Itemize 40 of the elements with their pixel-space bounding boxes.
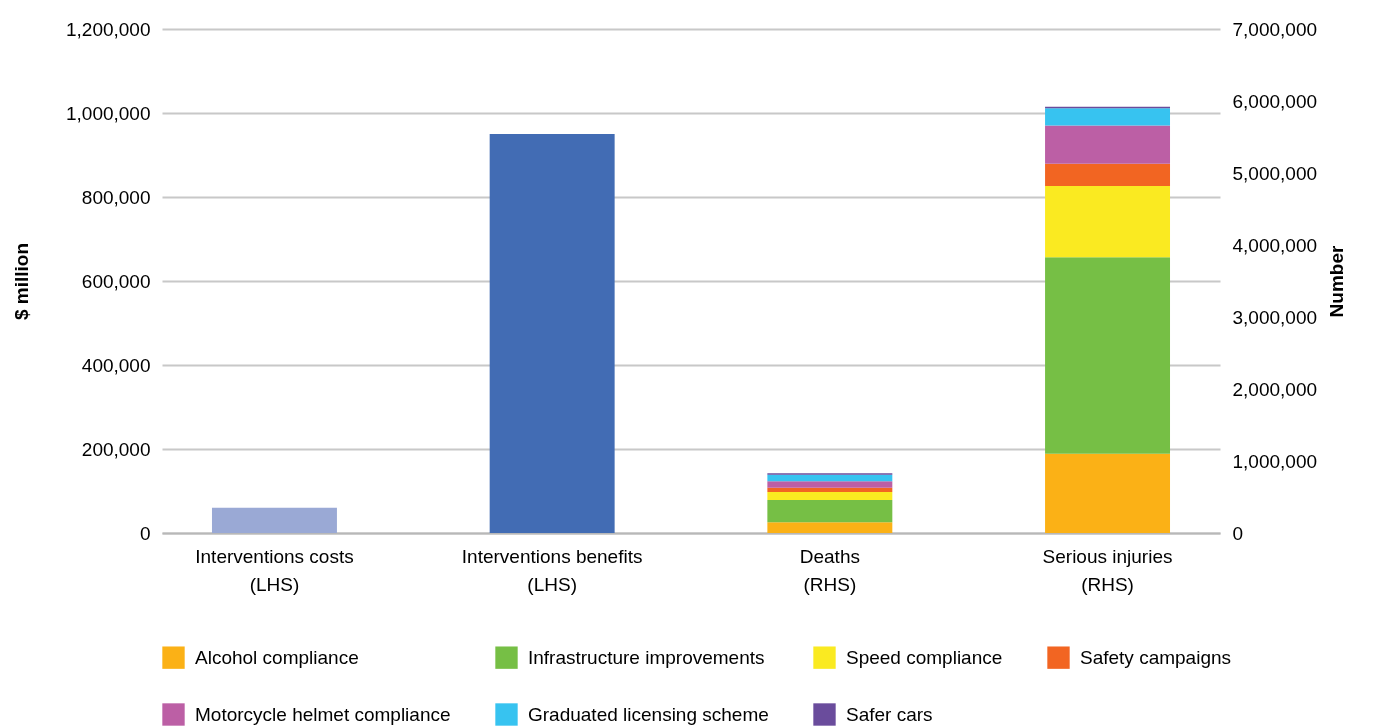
y2-tick-label: 0: [1232, 522, 1244, 544]
y2-tick-label: 4,000,000: [1232, 234, 1318, 256]
y-tick-label: 600,000: [81, 270, 151, 292]
bar: [1045, 125, 1171, 164]
legend-label: Motorcycle helmet compliance: [195, 703, 451, 725]
bar: [1045, 108, 1171, 126]
bar: [767, 491, 893, 500]
y-tick-label: 0: [139, 522, 151, 544]
y-tick-label: 800,000: [81, 186, 151, 208]
legend-label: Safety campaigns: [1080, 646, 1232, 668]
bar: [767, 481, 893, 488]
bar: [767, 487, 893, 492]
y-tick-label: 400,000: [81, 354, 151, 376]
y2-tick-label: 2,000,000: [1232, 378, 1318, 400]
y-tick-label: 1,000,000: [65, 102, 151, 124]
bar: [1045, 163, 1171, 186]
y2-axis-title: Number: [1326, 245, 1348, 318]
y-axis-title: $ million: [10, 242, 32, 321]
y2-tick-label: 5,000,000: [1232, 162, 1318, 184]
legend-label: Safer cars: [846, 703, 933, 725]
x-tick-label: Interventions costs (LHS): [195, 545, 354, 595]
y2-tick-label: 1,000,000: [1232, 450, 1318, 472]
y-tick-label: 1,200,000: [65, 18, 151, 40]
bar: [1045, 185, 1171, 258]
y2-tick-label: 3,000,000: [1232, 306, 1318, 328]
y2-tick-label: 6,000,000: [1232, 90, 1318, 112]
bar: [1045, 453, 1171, 533]
x-tick-label: Serious injuries (RHS): [1042, 545, 1173, 595]
bar: [767, 474, 893, 482]
x-tick-label: Interventions benefits (LHS): [461, 545, 643, 595]
y2-tick-label: 7,000,000: [1232, 18, 1318, 40]
y-tick-label: 200,000: [81, 438, 151, 460]
x-tick-label: Deaths (RHS): [799, 545, 860, 595]
legend-label: Speed compliance: [846, 646, 1003, 668]
bar: [767, 522, 893, 533]
bar: [767, 499, 893, 523]
bar: [1045, 257, 1171, 454]
legend-label: Infrastructure improvements: [528, 646, 765, 668]
legend-label: Graduated licensing scheme: [528, 703, 769, 725]
legend-label: Alcohol compliance: [195, 646, 359, 668]
